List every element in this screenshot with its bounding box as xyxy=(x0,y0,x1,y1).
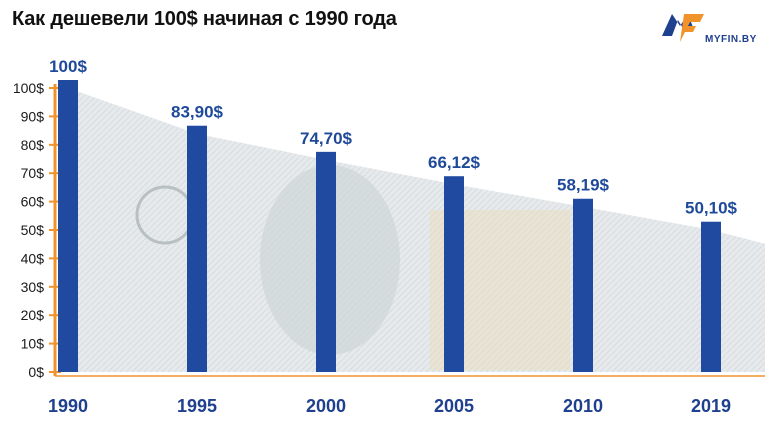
y-tick-label: 20$ xyxy=(21,307,45,323)
y-tick-label: 0$ xyxy=(28,364,44,380)
x-tick-label: 2010 xyxy=(563,396,603,416)
bar-2019 xyxy=(701,221,721,372)
banknote-background xyxy=(68,88,765,372)
bar-2010 xyxy=(573,198,593,372)
x-tick-label: 2000 xyxy=(306,396,346,416)
value-label-2010: 58,19$ xyxy=(557,176,610,195)
y-axis: 0$ 10$ 20$ 30$ 40$ 50$ 60$ 70$ 80$ 90$ 100$ xyxy=(13,80,765,380)
x-tick-label: 2005 xyxy=(434,396,474,416)
bars xyxy=(58,80,721,372)
y-tick-label: 10$ xyxy=(21,336,45,352)
y-tick-label: 100$ xyxy=(13,80,44,96)
value-label-2000: 74,70$ xyxy=(300,129,353,148)
y-tick-label: 90$ xyxy=(21,108,45,124)
x-axis: 1990 1995 2000 2005 2010 2019 xyxy=(48,396,731,416)
bar-1995 xyxy=(187,125,207,372)
banknote-area xyxy=(68,88,765,372)
y-tick-label: 50$ xyxy=(21,222,45,238)
bar-2005 xyxy=(444,176,464,372)
y-tick-label: 80$ xyxy=(21,137,45,153)
value-label-2005: 66,12$ xyxy=(428,153,481,172)
y-tick-label: 70$ xyxy=(21,165,45,181)
y-tick-label: 60$ xyxy=(21,194,45,210)
value-label-2019: 50,10$ xyxy=(685,199,738,218)
bar-1990 xyxy=(58,80,78,372)
x-tick-label: 2019 xyxy=(691,396,731,416)
value-label-1990: 100$ xyxy=(49,57,87,76)
x-tick-label: 1995 xyxy=(177,396,217,416)
bar-2000 xyxy=(316,151,336,372)
chart-title: Как дешевели 100$ начиная с 1990 года xyxy=(12,8,397,30)
x-tick-label: 1990 xyxy=(48,396,88,416)
logo-text: MYFIN.BY xyxy=(705,34,757,45)
y-tick-label: 30$ xyxy=(21,279,45,295)
value-label-1995: 83,90$ xyxy=(171,103,224,122)
y-tick-label: 40$ xyxy=(21,250,45,266)
myfin-logo-icon xyxy=(662,14,704,42)
value-labels: 100$ 83,90$ 74,70$ 66,12$ 58,19$ 50,10$ xyxy=(49,57,737,218)
